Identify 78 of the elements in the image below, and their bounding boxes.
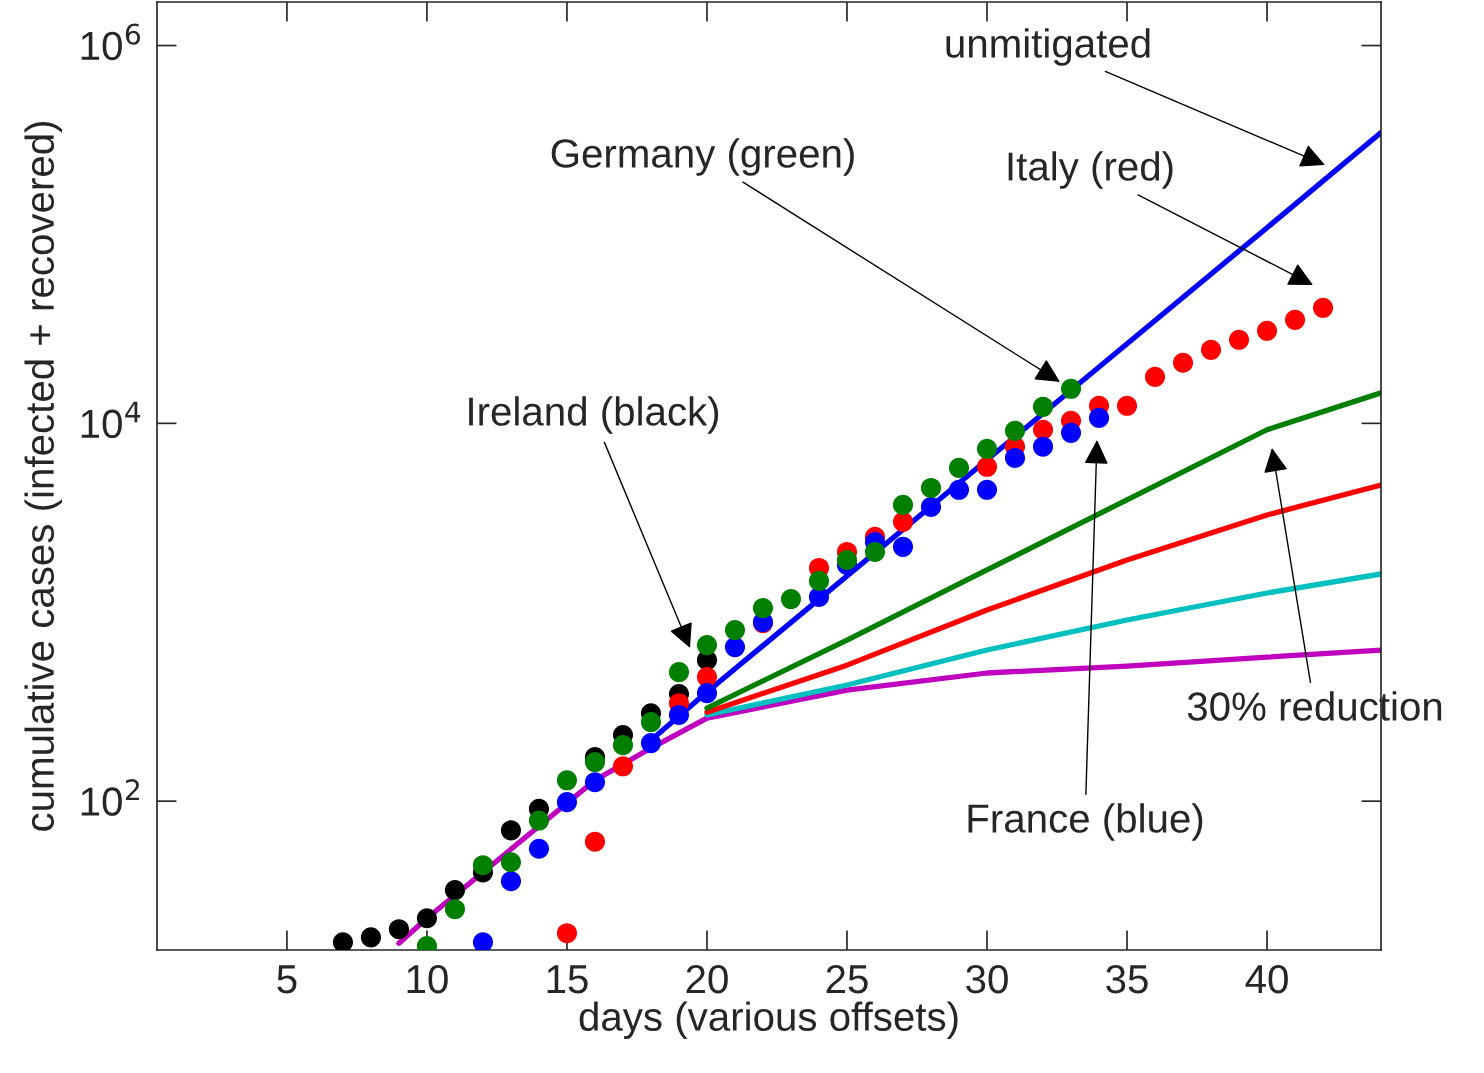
point [892,536,914,557]
point [920,477,942,499]
point [500,871,522,892]
x-tick-label: 10 [407,964,448,994]
point [836,549,858,571]
x-tick-label: 40 [1245,964,1288,994]
point [1088,407,1110,428]
point [612,756,634,777]
point [472,855,494,876]
y-axis-title: cumulative cases (infected + recovered) [24,121,62,831]
point [920,496,942,518]
point [612,735,634,756]
point [808,570,830,591]
x-tick-label: 30 [966,964,1008,994]
point [1060,422,1082,443]
point [864,541,886,563]
point [444,880,466,901]
point [668,662,690,683]
point [1004,420,1026,441]
point [584,752,606,773]
point [1172,352,1194,373]
point [696,683,718,704]
point [1004,447,1026,469]
y-tick-label: 10$^{2}$ [81,779,139,816]
point [332,932,353,950]
y-tick-label: 10$^{6}$ [81,23,141,61]
point [1032,436,1054,457]
point [640,733,662,754]
point [948,457,970,478]
annotation: Germany (green) [551,138,854,176]
point [500,852,522,873]
point [1032,396,1054,417]
point [976,479,998,500]
x-axis-title: days (various offsets) [579,1001,958,1039]
x-tick-label: 15 [547,965,588,994]
point [668,704,690,726]
point [1284,309,1306,330]
x-tick-label: 5 [277,965,297,994]
annotation: France (blue) [968,803,1203,841]
annotation: unmitigated [946,28,1150,66]
point [1116,395,1138,416]
point [892,494,914,515]
y-tick-label: 10$^{4}$ [81,401,141,439]
point [500,820,522,841]
point [1256,320,1278,341]
point [584,772,606,793]
point [724,637,746,658]
point [780,588,802,610]
point [1228,329,1250,350]
point [948,479,970,500]
point [696,635,718,656]
point [388,919,410,940]
point [1032,419,1054,440]
point [528,838,550,859]
point [892,511,914,532]
point [556,792,578,813]
point [584,831,606,852]
point [556,770,578,791]
point [640,712,662,733]
point [752,597,774,619]
point [556,923,578,944]
x-tick-label: 20 [686,964,728,994]
x-tick-label: 35 [1106,964,1148,994]
point [1144,366,1166,387]
point [416,908,438,929]
annotation: Italy (red) [1008,151,1173,189]
point [1060,378,1082,399]
point [528,810,550,831]
point [976,456,998,477]
point [1312,297,1334,318]
x-tick-label: 25 [826,964,868,994]
point [360,927,382,948]
point [724,620,746,641]
point [472,932,494,950]
point [976,438,998,459]
point [444,899,466,920]
annotation: Ireland (black) [469,396,719,434]
point [1200,339,1222,360]
